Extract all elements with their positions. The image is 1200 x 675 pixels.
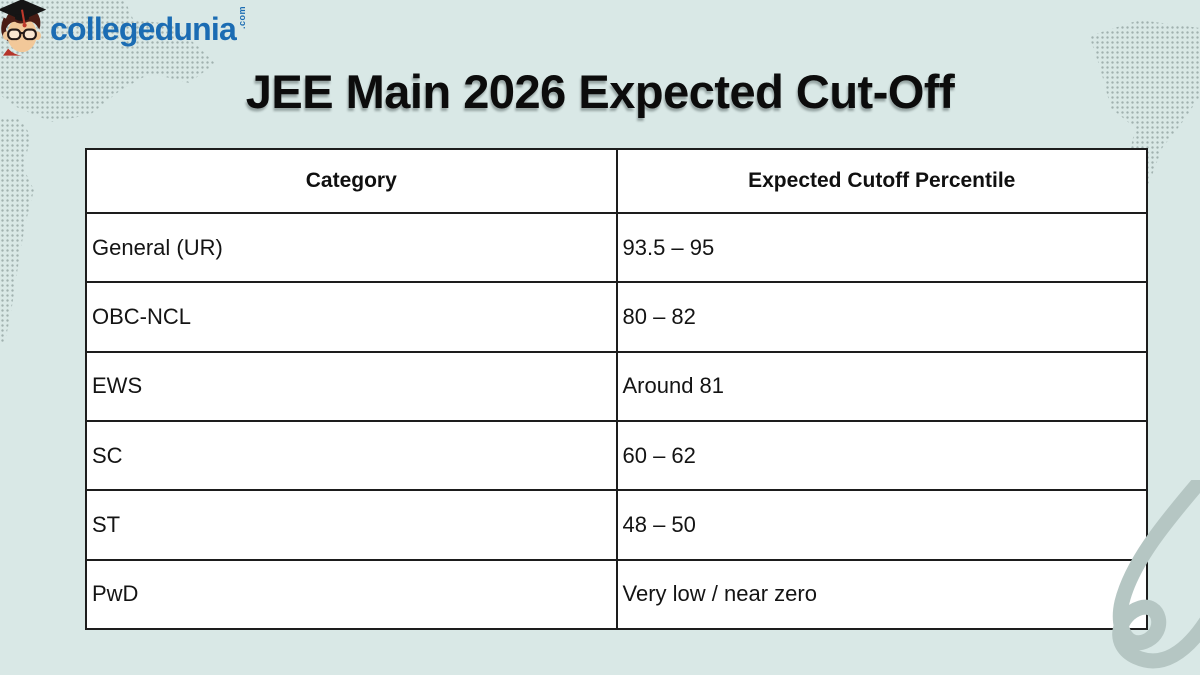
category-cell: EWS bbox=[85, 350, 618, 422]
percentile-cell: 48 – 50 bbox=[615, 489, 1148, 561]
category-cell: ST bbox=[85, 489, 618, 561]
table-row: SC 60 – 62 bbox=[85, 419, 1148, 492]
table-row: EWS Around 81 bbox=[85, 350, 1148, 422]
category-cell: PwD bbox=[85, 558, 618, 631]
logo-tld-text: .com bbox=[237, 5, 247, 29]
column-header-percentile: Expected Cutoff Percentile bbox=[615, 148, 1148, 214]
percentile-cell: 60 – 62 bbox=[615, 419, 1148, 492]
column-header-category: Category bbox=[85, 148, 618, 214]
dotted-map-decoration-left bbox=[0, 118, 34, 343]
cutoff-table: Category Expected Cutoff Percentile Gene… bbox=[85, 148, 1148, 631]
table-row: PwD Very low / near zero bbox=[85, 558, 1148, 631]
page-title: JEE Main 2026 Expected Cut-Off bbox=[245, 65, 955, 118]
table-row: ST 48 – 50 bbox=[85, 489, 1148, 561]
percentile-cell: Very low / near zero bbox=[615, 558, 1148, 631]
squiggle-decoration bbox=[1112, 480, 1200, 669]
percentile-cell: 80 – 82 bbox=[615, 281, 1148, 353]
category-cell: General (UR) bbox=[85, 211, 618, 284]
percentile-cell: Around 81 bbox=[615, 350, 1148, 422]
graduate-mascot-icon bbox=[0, 0, 47, 56]
table-row: General (UR) 93.5 – 95 bbox=[85, 211, 1148, 284]
table-row: OBC-NCL 80 – 82 bbox=[85, 281, 1148, 353]
table-header-row: Category Expected Cutoff Percentile bbox=[85, 148, 1148, 214]
percentile-cell: 93.5 – 95 bbox=[615, 211, 1148, 284]
category-cell: SC bbox=[85, 419, 618, 492]
collegedunia-logo: collegedunia .com bbox=[0, 0, 248, 58]
category-cell: OBC-NCL bbox=[85, 281, 618, 353]
logo-brand-text: collegedunia bbox=[50, 11, 237, 47]
